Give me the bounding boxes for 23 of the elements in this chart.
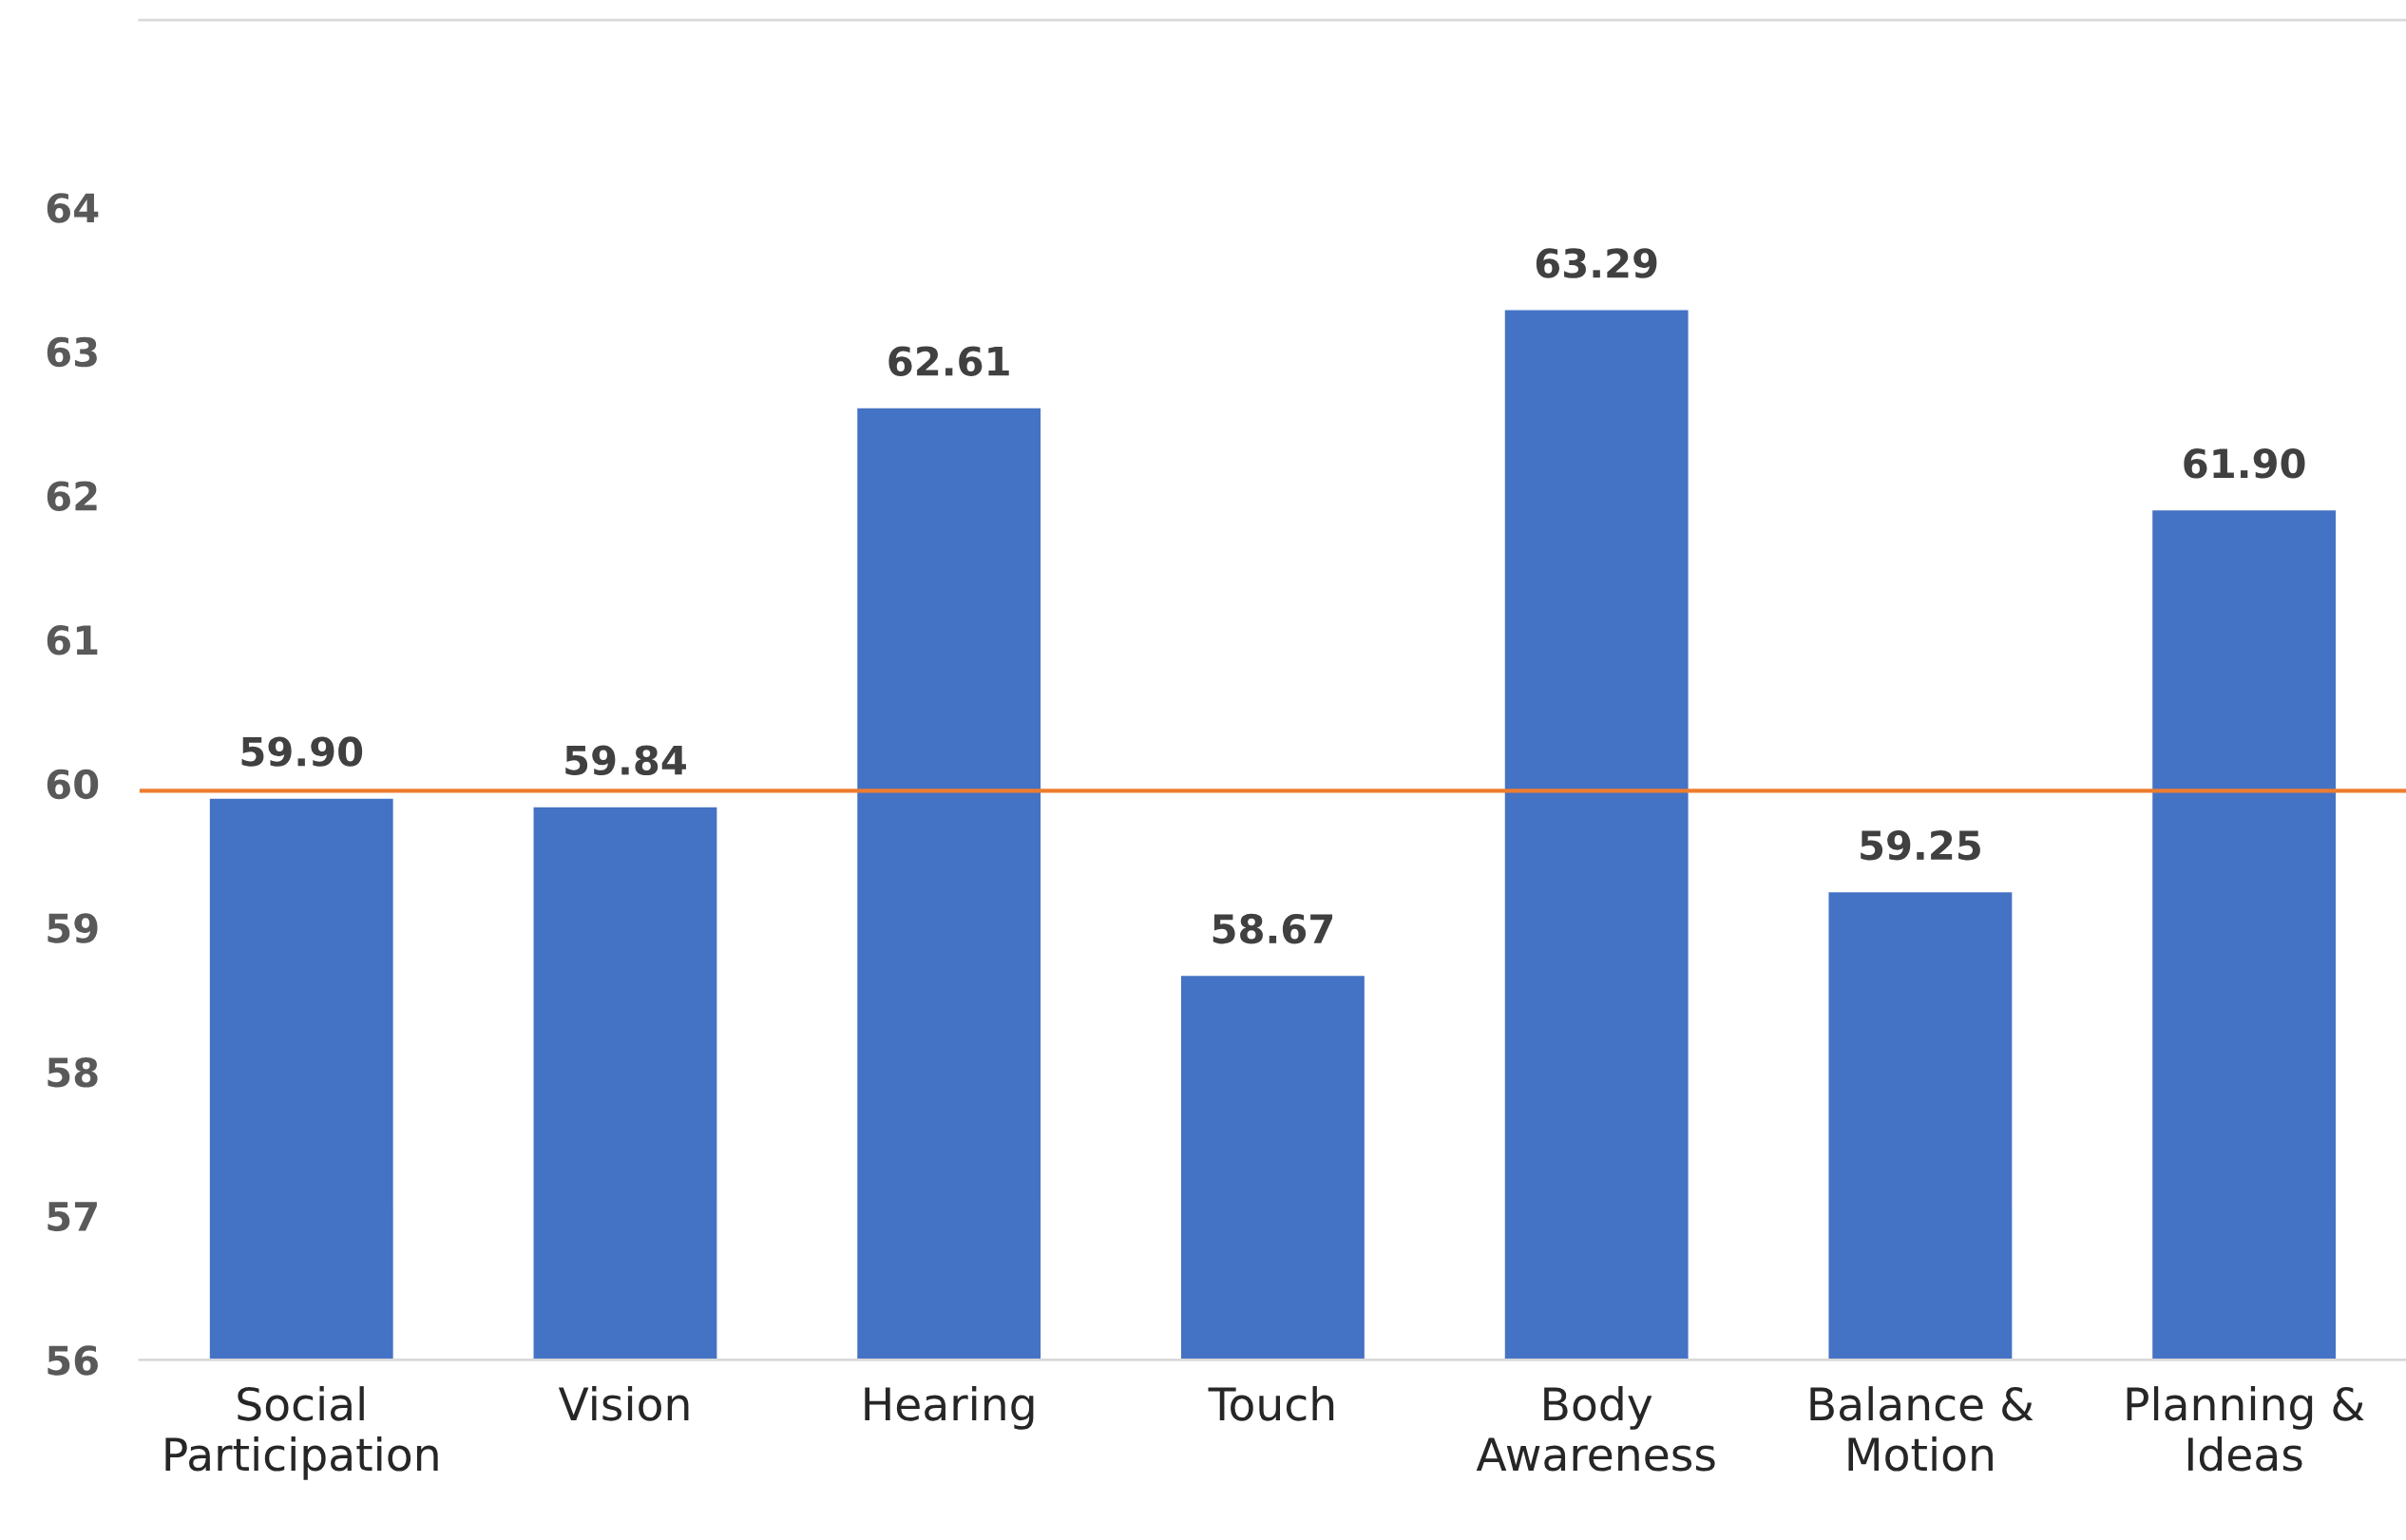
x-tick-label: Body Awareness	[1476, 1386, 1715, 1472]
x-tick-label: Touch	[1208, 1386, 1334, 1421]
data-label: 58.67	[1213, 913, 1333, 944]
y-tick-label: 58	[48, 1056, 98, 1088]
data-label: 59.84	[565, 745, 686, 775]
x-tick-label: Planning & Ideas	[2127, 1386, 2364, 1472]
x-tick-label: Social Participation	[165, 1386, 438, 1480]
y-tick-label: 57	[48, 1202, 97, 1232]
data-label: 59.25	[1861, 829, 1980, 861]
y-tick-label: 62	[47, 481, 97, 511]
y-tick-label: 56	[48, 1345, 98, 1376]
data-label: 62.61	[888, 346, 1009, 376]
x-tick-label: Hearing	[865, 1386, 1034, 1430]
y-tick-label: 59	[48, 913, 98, 943]
data-label: 63.29	[1536, 248, 1657, 278]
x-tick-label: Balance & Motion	[1810, 1386, 2034, 1472]
y-tick-label: 63	[47, 336, 97, 368]
y-tick-label: 64	[47, 193, 99, 223]
data-label: 59.90	[241, 736, 363, 767]
y-tick-label: 60	[47, 769, 99, 800]
data-label: 61.90	[2184, 448, 2305, 479]
y-tick-label: 61	[47, 625, 98, 656]
x-tick-label: Vision	[558, 1386, 689, 1421]
